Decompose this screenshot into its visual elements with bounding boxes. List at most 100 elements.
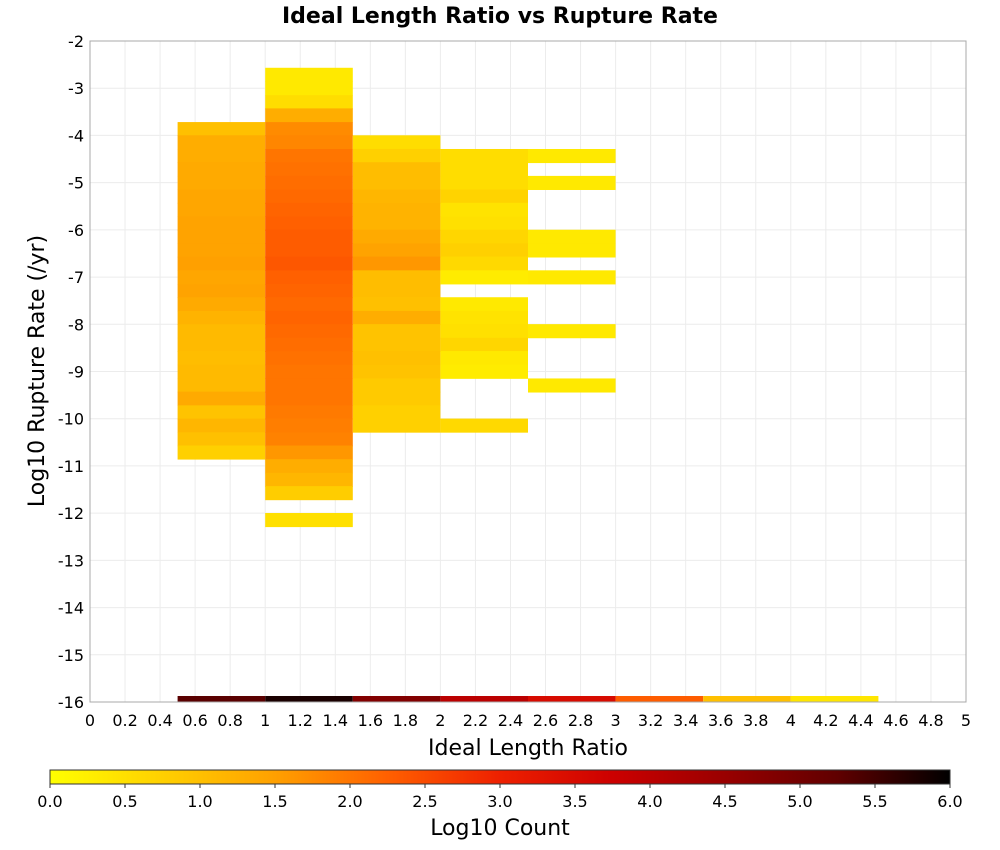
marginal-strip-cell — [265, 696, 353, 702]
heatmap-cell — [177, 364, 266, 379]
heatmap-cell — [177, 337, 266, 352]
heatmap-cell — [265, 310, 353, 326]
heatmap-cell — [177, 310, 266, 326]
heatmap-cells — [177, 67, 616, 528]
heatmap-cell — [265, 459, 353, 474]
heatmap-cell — [265, 432, 353, 447]
colorbar-tick-label: 1.0 — [187, 792, 212, 811]
heatmap-cell — [265, 162, 353, 177]
heatmap-cell — [352, 324, 441, 339]
heatmap-cell — [352, 189, 441, 204]
heatmap-cell — [352, 405, 441, 420]
y-axis-label: Log10 Rupture Rate (/yr) — [25, 235, 50, 507]
heatmap-cell — [265, 472, 353, 487]
heatmap-cell — [177, 351, 266, 366]
x-tick-label: 1.2 — [288, 711, 313, 730]
x-tick-label: 3 — [611, 711, 621, 730]
heatmap-cell — [265, 95, 353, 110]
heatmap-cell — [528, 324, 616, 339]
heatmap-cell — [177, 243, 266, 258]
colorbar-tick-label: 4.0 — [637, 792, 662, 811]
heatmap-cell — [440, 229, 528, 244]
heatmap-cell — [177, 284, 266, 299]
x-tick-label: 0.8 — [217, 711, 242, 730]
y-tick-label: -7 — [68, 268, 84, 287]
y-tick-label: -4 — [68, 126, 84, 145]
marginal-strip-cell — [352, 696, 441, 702]
marginal-strip-cell — [440, 696, 528, 702]
heatmap-cell — [528, 243, 616, 258]
x-tick-label: 3.8 — [743, 711, 768, 730]
x-tick-labels: 0 0.2 0.4 0.6 0.8 1 1.2 1.4 1.6 1.8 2 2.2 2.4 2.6 2.8 3… — [85, 711, 971, 730]
heatmap-cell — [177, 391, 266, 406]
colorbar-tick-label: 0.5 — [112, 792, 137, 811]
y-tick-labels: -2 -3 -4 -5 -6 -7 -8 -9 -10 -11 -12 -13 -14 -15 -16 — [58, 32, 84, 712]
colorbar-tick-labels: 0.0 0.5 1.0 1.5 2.0 2.5 3.0 3.5 4.0 4.5 5.0 5.5 6.0 — [37, 784, 963, 811]
heatmap-cell — [265, 324, 353, 339]
x-tick-label: 4.4 — [848, 711, 873, 730]
colorbar-tick-label: 6.0 — [937, 792, 962, 811]
heatmap-cell — [352, 310, 441, 326]
plot-frame — [89, 40, 967, 703]
heatmap-cell — [265, 175, 353, 190]
heatmap-cell — [265, 284, 353, 299]
heatmap-cell — [352, 391, 441, 406]
heatmap-cell — [265, 135, 353, 150]
heatmap-cell — [177, 189, 266, 204]
heatmap-cell — [177, 324, 266, 339]
heatmap-cell — [528, 175, 616, 190]
heatmap-cell — [265, 445, 353, 460]
heatmap-cell — [177, 216, 266, 231]
heatmap-cell — [265, 216, 353, 231]
heatmap-cell — [265, 67, 353, 82]
x-tick-label: 3.4 — [673, 711, 698, 730]
heatmap-cell — [352, 135, 441, 150]
y-tick-label: -9 — [68, 363, 84, 382]
x-axis-label: Ideal Length Ratio — [428, 736, 628, 761]
heatmap-cell — [265, 270, 353, 285]
heatmap-cell — [265, 189, 353, 204]
heatmap-cell — [352, 297, 441, 312]
x-tick-label: 1 — [260, 711, 270, 730]
x-tick-label: 1.8 — [393, 711, 418, 730]
y-tick-label: -15 — [58, 646, 84, 665]
heatmap-cell — [265, 148, 353, 164]
y-tick-label: -11 — [58, 457, 84, 476]
heatmap-cell — [265, 229, 353, 244]
colorbar-tick-label: 3.5 — [562, 792, 587, 811]
y-tick-label: -16 — [58, 693, 84, 712]
heatmap-cell — [177, 175, 266, 190]
heatmap-cell — [352, 351, 441, 366]
colorbar-tick-label: 3.0 — [487, 792, 512, 811]
heatmap-cell — [352, 418, 441, 433]
marginal-strip-cell — [528, 696, 616, 702]
x-tick-label: 0 — [85, 711, 95, 730]
marginal-strip-cell — [790, 696, 879, 702]
heatmap-cell — [528, 270, 616, 285]
heatmap-cell — [177, 418, 266, 433]
y-tick-label: -5 — [68, 174, 84, 193]
y-tick-label: -2 — [68, 32, 84, 51]
heatmap-cell — [177, 445, 266, 460]
heatmap-cell — [352, 216, 441, 231]
y-tick-label: -10 — [58, 410, 84, 429]
heatmap-cell — [440, 364, 528, 379]
heatmap-cell — [352, 202, 441, 217]
heatmap-cell — [352, 378, 441, 393]
x-tick-label: 1.6 — [358, 711, 383, 730]
y-tick-label: -8 — [68, 315, 84, 334]
heatmap-cell — [440, 418, 528, 433]
heatmap-cell — [265, 486, 353, 501]
heatmap-cell — [177, 122, 266, 137]
x-tick-label: 3.6 — [708, 711, 733, 730]
heatmap-cell — [265, 108, 353, 123]
heatmap-cell — [265, 418, 353, 433]
heatmap-cell — [440, 202, 528, 217]
heatmap-cell — [177, 297, 266, 312]
x-tick-label: 0.4 — [147, 711, 172, 730]
x-tick-label: 0.6 — [182, 711, 207, 730]
heatmap-cell — [265, 297, 353, 312]
heatmap-cell — [352, 364, 441, 379]
heatmap-cell — [265, 351, 353, 366]
